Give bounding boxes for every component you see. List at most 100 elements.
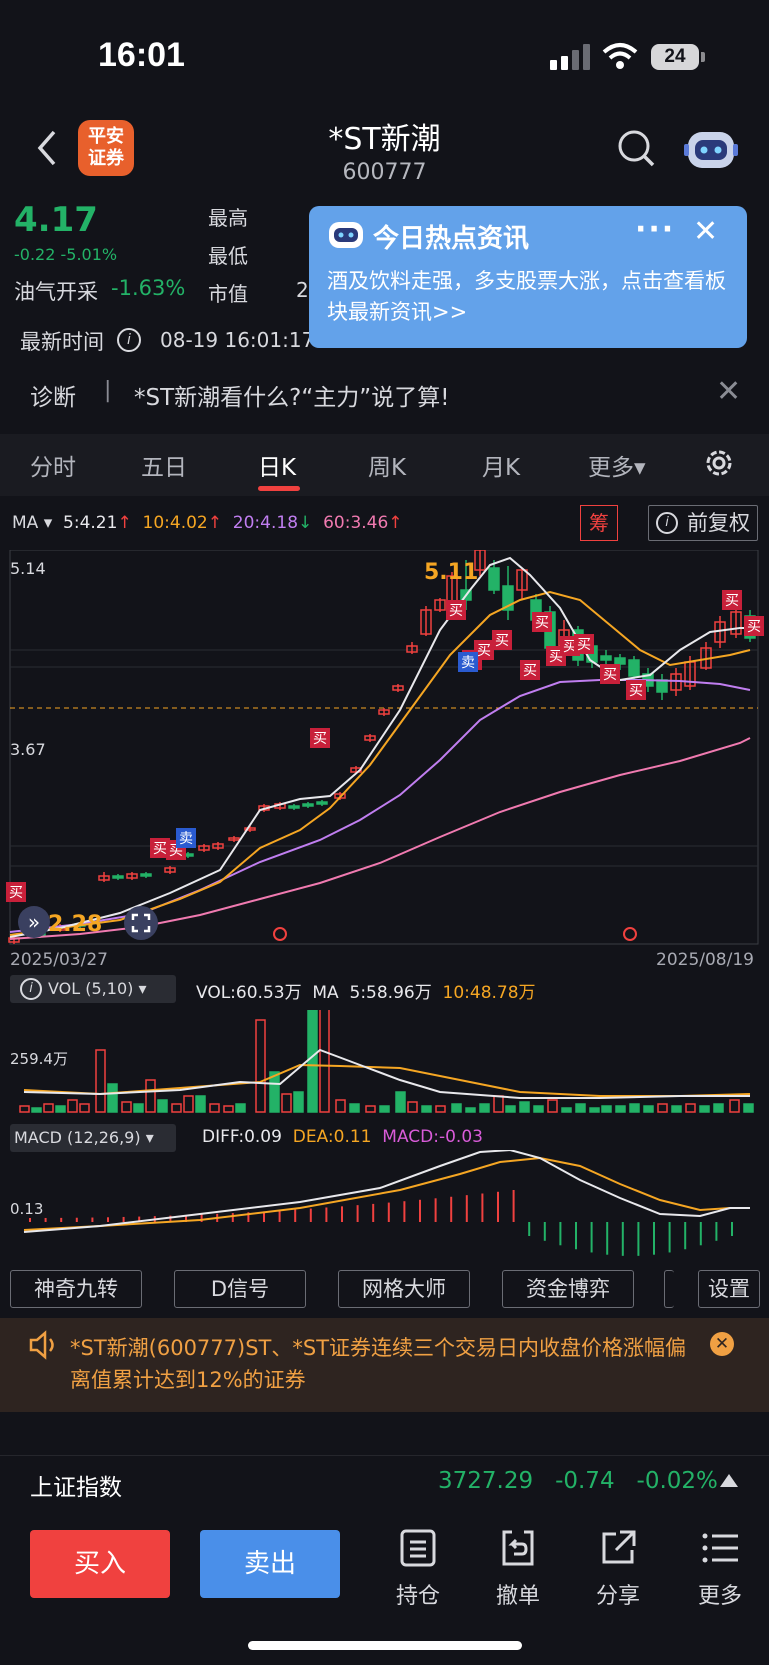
volume-bar — [95, 1049, 106, 1113]
vol-axis-label: 259.4万 — [10, 1050, 68, 1068]
buy-signal-tag[interactable] — [310, 728, 330, 748]
diagnosis-text[interactable]: *ST新潮看什么?“主力”说了算! — [134, 385, 450, 411]
index-bar[interactable] — [0, 1455, 769, 1515]
notice-close-icon[interactable]: ✕ — [710, 1332, 734, 1356]
tool-magic-nine[interactable]: 神奇九转 — [10, 1270, 142, 1308]
info-icon[interactable]: i — [117, 328, 141, 352]
cancel-order-label[interactable]: 撤单 — [495, 1584, 540, 1609]
buy-signal-tag[interactable] — [722, 590, 742, 610]
hot-news-body[interactable]: 酒及饮料走强，多支股票大涨，点击查看板块最新资讯>> — [327, 269, 726, 324]
share-icon[interactable] — [598, 1528, 638, 1568]
back-icon[interactable] — [28, 128, 68, 168]
candle-body — [392, 685, 404, 691]
tab-five-day[interactable]: 五日 — [141, 455, 187, 481]
close-icon[interactable]: ✕ — [693, 214, 719, 249]
sell-button[interactable]: 卖出 — [200, 1530, 340, 1598]
volume-bar — [671, 1105, 682, 1113]
vol-ma5-line — [23, 1048, 750, 1099]
candle-body — [600, 655, 612, 661]
buy-signal-tag[interactable] — [150, 838, 170, 858]
expand-history-icon[interactable]: » — [18, 906, 50, 938]
buy-signal-tag[interactable] — [520, 660, 540, 680]
volume-bar — [699, 1105, 710, 1113]
holdings-icon[interactable] — [398, 1528, 438, 1568]
tool-fund-game[interactable]: 资金博弈 — [502, 1270, 634, 1308]
hot-news-popup[interactable]: 今日热点资讯 ··· ✕ 酒及饮料走强，多支股票大涨，点击查看板块最新资讯>> — [309, 206, 747, 348]
tool-settings[interactable]: 设置 — [698, 1270, 760, 1308]
volume-bar — [43, 1103, 54, 1113]
buy-signal-text: 买 — [153, 841, 167, 857]
expand-up-icon[interactable] — [720, 1474, 738, 1487]
signal-icon — [550, 44, 590, 70]
tool-d-signal[interactable]: D信号 — [174, 1270, 306, 1308]
buy-signal-tag[interactable] — [474, 640, 494, 660]
tab-intraday[interactable]: 分时 — [30, 455, 76, 481]
search-icon[interactable] — [616, 128, 656, 168]
fullscreen-icon[interactable] — [124, 906, 158, 940]
up-arrow-icon: ↑ — [117, 513, 132, 533]
vol-ma10-line — [23, 1063, 751, 1097]
volume-bar — [601, 1105, 612, 1113]
share-label[interactable]: 分享 — [595, 1584, 640, 1609]
vol-ma-label: MA — [312, 983, 339, 1003]
buy-signal-tag[interactable] — [532, 612, 552, 632]
volume-bar — [629, 1103, 640, 1113]
cancel-order-icon[interactable] — [498, 1528, 538, 1568]
tool-grid-master[interactable]: 网格大师 — [338, 1270, 470, 1308]
notice-text[interactable]: *ST新潮(600777)ST、*ST证券连续三个交易日内收盘价格涨幅偏离值累计… — [70, 1336, 687, 1392]
buy-signal-tag[interactable] — [600, 664, 620, 684]
robot-assistant-icon[interactable] — [684, 124, 738, 172]
ma-dropdown[interactable]: MA ▾ — [12, 513, 53, 533]
candle-body — [502, 585, 514, 611]
buy-signal-tag[interactable] — [574, 634, 594, 654]
notice-banner[interactable] — [0, 1318, 769, 1412]
volume-bar — [615, 1105, 626, 1113]
holdings-label[interactable]: 持仓 — [395, 1584, 440, 1609]
adjust-mode-button[interactable]: 前复权 — [648, 505, 758, 541]
diagnosis-label[interactable]: 诊断 — [30, 385, 76, 411]
buy-signal-tag[interactable] — [492, 630, 512, 650]
candle-body — [656, 679, 668, 693]
tab-daily-k[interactable]: 日K — [258, 455, 297, 481]
kline-chart[interactable]: 买买买卖买买买买买买买买买买买买买买卖 — [0, 550, 769, 945]
buy-signal-tag[interactable] — [744, 616, 764, 636]
buy-signal-tag[interactable] — [6, 882, 26, 902]
sector-name[interactable]: 油气开采 — [14, 280, 98, 304]
buy-button[interactable]: 买入 — [30, 1530, 170, 1598]
speaker-icon — [29, 1330, 54, 1360]
ma10-line — [9, 590, 751, 936]
menu-icon[interactable] — [700, 1528, 740, 1568]
diagnosis-close-icon[interactable]: ✕ — [716, 374, 742, 409]
tool-partial[interactable] — [664, 1270, 674, 1308]
macd-legend: DIFF:0.09 DEA:0.11 MACD:-0.03 — [202, 1127, 483, 1147]
chip-distribution-button[interactable]: 筹 — [580, 505, 618, 541]
volume-bar — [743, 1103, 754, 1113]
tab-monthly-k[interactable]: 月K — [482, 455, 521, 481]
event-marker-icon[interactable] — [272, 926, 288, 942]
ma60-line — [9, 737, 751, 940]
gear-icon[interactable] — [702, 446, 736, 480]
macd-indicator-selector[interactable]: MACD (12,26,9) ▾ — [10, 1124, 176, 1152]
tab-weekly-k[interactable]: 周K — [368, 455, 407, 481]
buy-signal-tag[interactable] — [446, 600, 466, 620]
broker-logo[interactable]: 平安 证券 — [78, 120, 134, 176]
volume-bar — [183, 1095, 194, 1113]
tab-more[interactable]: 更多▾ — [588, 455, 646, 481]
sell-signal-tag[interactable] — [458, 652, 478, 672]
current-price: 4.17 — [14, 200, 98, 240]
up-arrow-icon: ↑ — [207, 513, 222, 533]
buy-signal-text: 买 — [577, 637, 591, 653]
volume-bar — [55, 1105, 66, 1113]
candle-body — [378, 709, 390, 715]
candle-body — [316, 801, 328, 805]
event-marker-icon[interactable] — [622, 926, 638, 942]
more-label[interactable]: 更多 — [697, 1584, 742, 1609]
more-icon[interactable]: ··· — [635, 212, 676, 247]
buy-signal-text: 买 — [523, 663, 537, 679]
volume-bar — [171, 1103, 182, 1113]
buy-signal-tag[interactable] — [626, 680, 646, 700]
sell-signal-tag[interactable] — [176, 828, 196, 848]
kline-axis-mid: 3.67 — [10, 740, 46, 759]
index-value: 3727.29 — [438, 1468, 534, 1494]
volume-bar — [79, 1103, 90, 1113]
